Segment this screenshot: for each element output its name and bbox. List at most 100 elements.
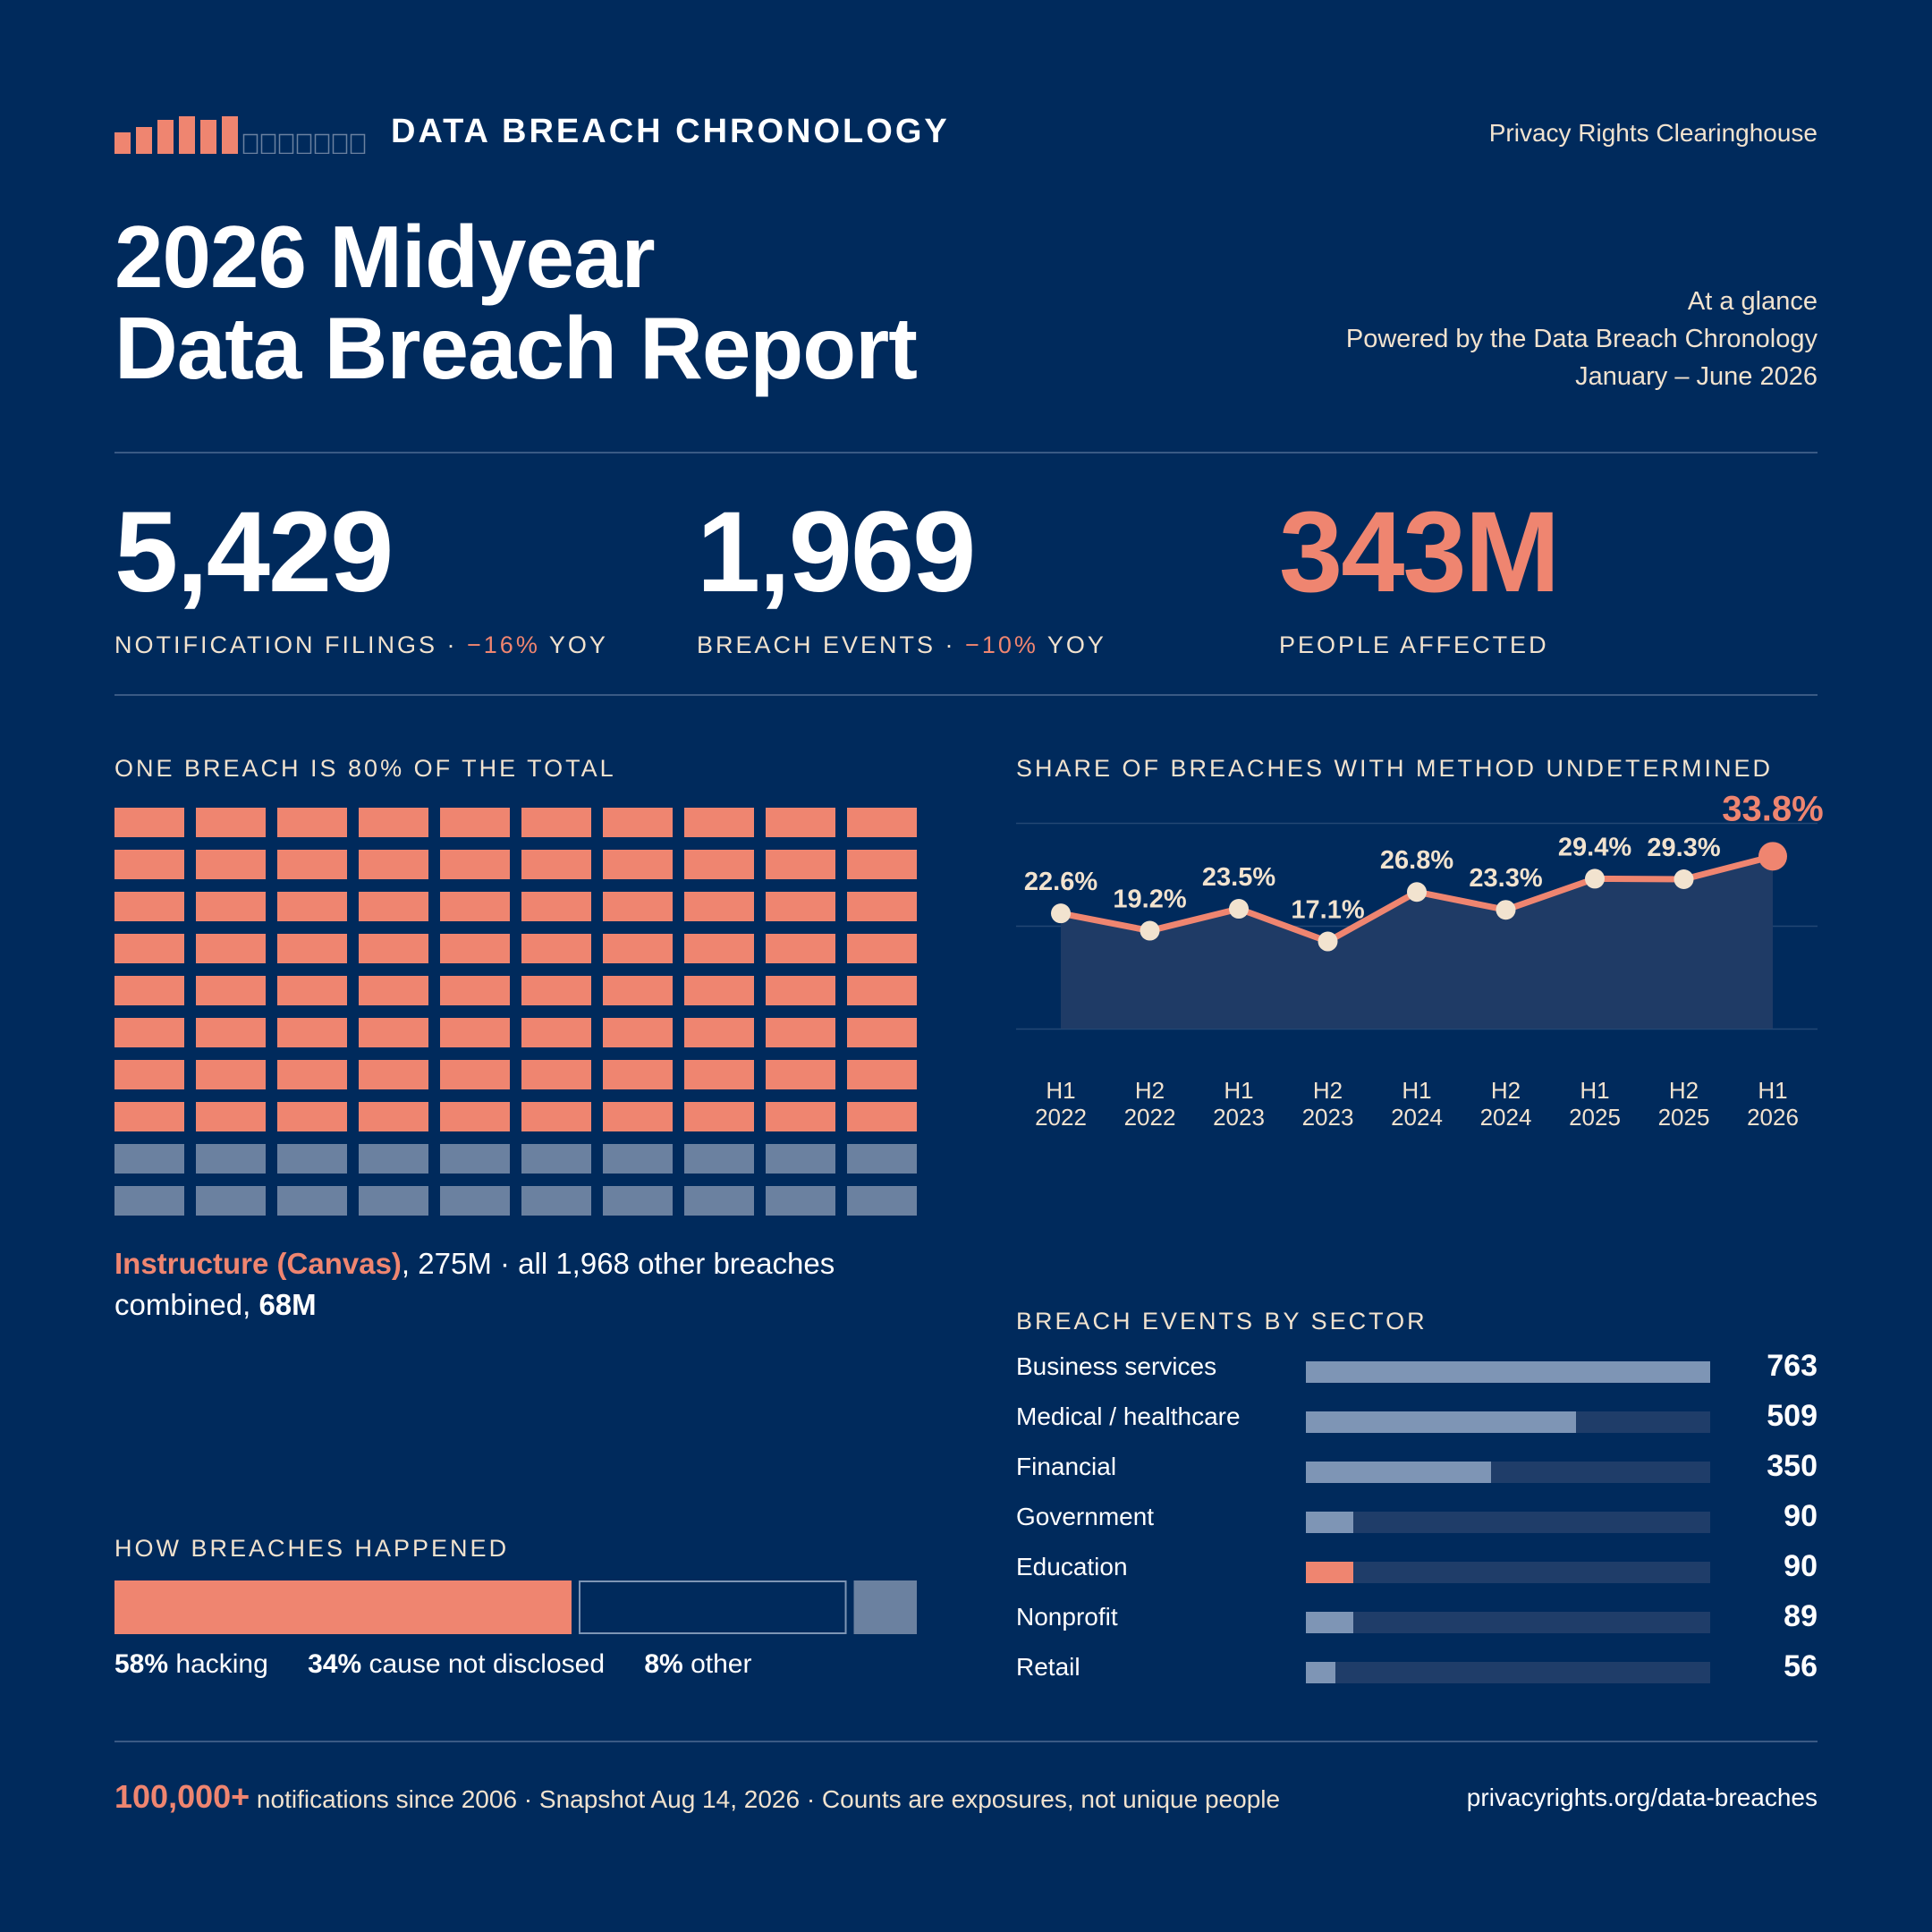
methods-legend: 58% hacking 34% cause not disclosed 8% o… xyxy=(114,1649,784,1680)
kpi-people: 343M PEOPLE AFFECTED xyxy=(1279,488,1560,659)
methods-title: HOW BREACHES HAPPENED xyxy=(114,1535,510,1562)
sector-row: Financial 350 xyxy=(1016,1442,1818,1492)
waffle-cell xyxy=(196,1018,266,1047)
sector-track xyxy=(1306,1361,1710,1383)
kpi-events: 1,969 BREACH EVENTS · −10% YOY xyxy=(697,490,1106,659)
waffle-cell xyxy=(603,934,673,963)
sector-row: Business services 763 xyxy=(1016,1342,1818,1392)
waffle-cell xyxy=(603,1018,673,1047)
caption-highlight: Instructure (Canvas) xyxy=(114,1247,402,1280)
sector-label: Nonprofit xyxy=(1016,1603,1118,1631)
waffle-cell xyxy=(521,1102,591,1131)
waffle-cell xyxy=(277,934,347,963)
data-point xyxy=(1051,903,1071,924)
data-label: 26.8% xyxy=(1380,846,1453,875)
kpi-filings-value: 5,429 xyxy=(114,488,394,616)
sector-bar xyxy=(1306,1512,1354,1533)
logo-outline-bar xyxy=(350,133,366,154)
kpi-filings-label-text: NOTIFICATION FILINGS · xyxy=(114,631,468,658)
kpi-events-suffix: YOY xyxy=(1038,631,1106,658)
sector-track xyxy=(1306,1512,1710,1533)
sector-value: 89 xyxy=(1784,1599,1818,1633)
area-fill xyxy=(1061,856,1773,1029)
x-tick-label: 2022 xyxy=(1124,1104,1176,1131)
logo-bar xyxy=(157,120,174,154)
sector-bar xyxy=(1306,1462,1492,1483)
logo-outline-bar xyxy=(278,133,294,154)
logo-outline-bar xyxy=(242,133,258,154)
footer-link[interactable]: privacyrights.org/data-breaches xyxy=(1466,1784,1818,1811)
sector-row: Education 90 xyxy=(1016,1542,1818,1592)
waffle-cell xyxy=(359,808,428,837)
data-point xyxy=(1140,920,1160,941)
waffle-cell xyxy=(114,1060,184,1089)
waffle-cell xyxy=(440,1060,510,1089)
x-tick-label: 2026 xyxy=(1747,1104,1799,1131)
waffle-cell xyxy=(359,934,428,963)
waffle-cell xyxy=(684,934,754,963)
method-undisclosed: 34% cause not disclosed xyxy=(308,1649,605,1679)
kpi-people-value: 343M xyxy=(1279,488,1560,616)
line-chart-title: SHARE OF BREACHES WITH METHOD UNDETERMIN… xyxy=(1016,755,1774,782)
line-chart: 22.6%H1202219.2%H2202223.5%H1202317.1%H2… xyxy=(1016,789,1824,1131)
sector-track xyxy=(1306,1462,1710,1483)
waffle-cell xyxy=(114,1102,184,1131)
sector-row: Retail 56 xyxy=(1016,1642,1818,1692)
kpi-events-delta: −10% xyxy=(965,631,1038,658)
footer-note: 100,000+ notifications since 2006 · Snap… xyxy=(114,1778,1280,1816)
logo-bar xyxy=(200,120,216,154)
waffle-cell xyxy=(359,1186,428,1216)
sector-bar xyxy=(1306,1562,1354,1583)
x-tick-label: 2025 xyxy=(1658,1104,1710,1131)
waffle-cell xyxy=(277,1018,347,1047)
footer-note-text: notifications since 2006 · Snapshot Aug … xyxy=(250,1785,1281,1813)
sector-track xyxy=(1306,1662,1710,1683)
waffle-cell xyxy=(684,808,754,837)
waffle-cell xyxy=(603,808,673,837)
waffle-cell xyxy=(196,976,266,1005)
waffle-cell xyxy=(359,1060,428,1089)
waffle-cell xyxy=(847,1102,917,1131)
waffle-cell xyxy=(277,1060,347,1089)
waffle-cell xyxy=(440,808,510,837)
x-tick-label: 2025 xyxy=(1569,1104,1621,1131)
waffle-cell xyxy=(196,934,266,963)
glance-block: At a glance Powered by the Data Breach C… xyxy=(1346,283,1818,395)
waffle-cell xyxy=(440,850,510,879)
method-hacking: 58% hacking xyxy=(114,1649,268,1679)
waffle-cell xyxy=(277,892,347,921)
waffle-cell xyxy=(521,1186,591,1216)
waffle-cell xyxy=(196,1186,266,1216)
waffle-cell xyxy=(766,1102,835,1131)
sector-row: Nonprofit 89 xyxy=(1016,1592,1818,1642)
waffle-chart xyxy=(114,808,917,1216)
x-tick-label: 2024 xyxy=(1391,1104,1443,1131)
method-segment xyxy=(114,1580,572,1634)
waffle-cell xyxy=(603,976,673,1005)
waffle-cell xyxy=(847,934,917,963)
logo-bar xyxy=(136,127,152,154)
methods-bar xyxy=(114,1580,917,1634)
waffle-cell xyxy=(277,808,347,837)
logo-bar xyxy=(114,132,131,154)
waffle-cell xyxy=(277,850,347,879)
x-tick-label: H1 xyxy=(1224,1077,1253,1104)
method-other-pct: 8% xyxy=(644,1649,683,1679)
waffle-cell xyxy=(440,892,510,921)
sector-label: Medical / healthcare xyxy=(1016,1402,1241,1430)
waffle-cell xyxy=(847,1018,917,1047)
sector-value: 56 xyxy=(1784,1649,1818,1683)
sector-bar xyxy=(1306,1411,1576,1433)
waffle-cell xyxy=(766,892,835,921)
sector-label: Government xyxy=(1016,1503,1155,1530)
waffle-cell xyxy=(359,850,428,879)
waffle-cell xyxy=(603,1060,673,1089)
data-point xyxy=(1585,869,1605,889)
waffle-cell xyxy=(684,976,754,1005)
logo-bars-icon xyxy=(114,116,366,154)
sector-value: 350 xyxy=(1767,1449,1818,1483)
waffle-cell xyxy=(684,850,754,879)
data-point xyxy=(1407,882,1427,902)
waffle-cell xyxy=(766,1060,835,1089)
sector-value: 90 xyxy=(1784,1549,1818,1583)
